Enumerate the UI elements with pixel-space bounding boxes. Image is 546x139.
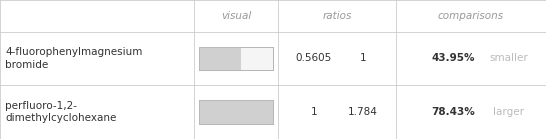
Text: 1: 1	[310, 107, 317, 117]
Bar	[199, 100, 273, 124]
Text: ratios: ratios	[323, 11, 352, 21]
Text: smaller: smaller	[489, 53, 528, 63]
Text: comparisons: comparisons	[438, 11, 504, 21]
Text: 0.5605: 0.5605	[295, 53, 332, 63]
Text: 78.43%: 78.43%	[431, 107, 475, 117]
Text: 43.95%: 43.95%	[431, 53, 474, 63]
Bar	[199, 100, 273, 124]
Bar	[199, 47, 273, 70]
Text: perfluoro-1,2-
dimethylcyclohexane: perfluoro-1,2- dimethylcyclohexane	[5, 101, 117, 123]
Text: visual: visual	[221, 11, 251, 21]
Text: 1: 1	[360, 53, 366, 63]
Text: larger: larger	[493, 107, 524, 117]
Bar	[199, 47, 241, 70]
Bar	[199, 100, 273, 124]
Text: 1.784: 1.784	[348, 107, 378, 117]
Text: 4-fluorophenylmagnesium
bromide: 4-fluorophenylmagnesium bromide	[5, 47, 143, 70]
Bar	[199, 47, 273, 70]
